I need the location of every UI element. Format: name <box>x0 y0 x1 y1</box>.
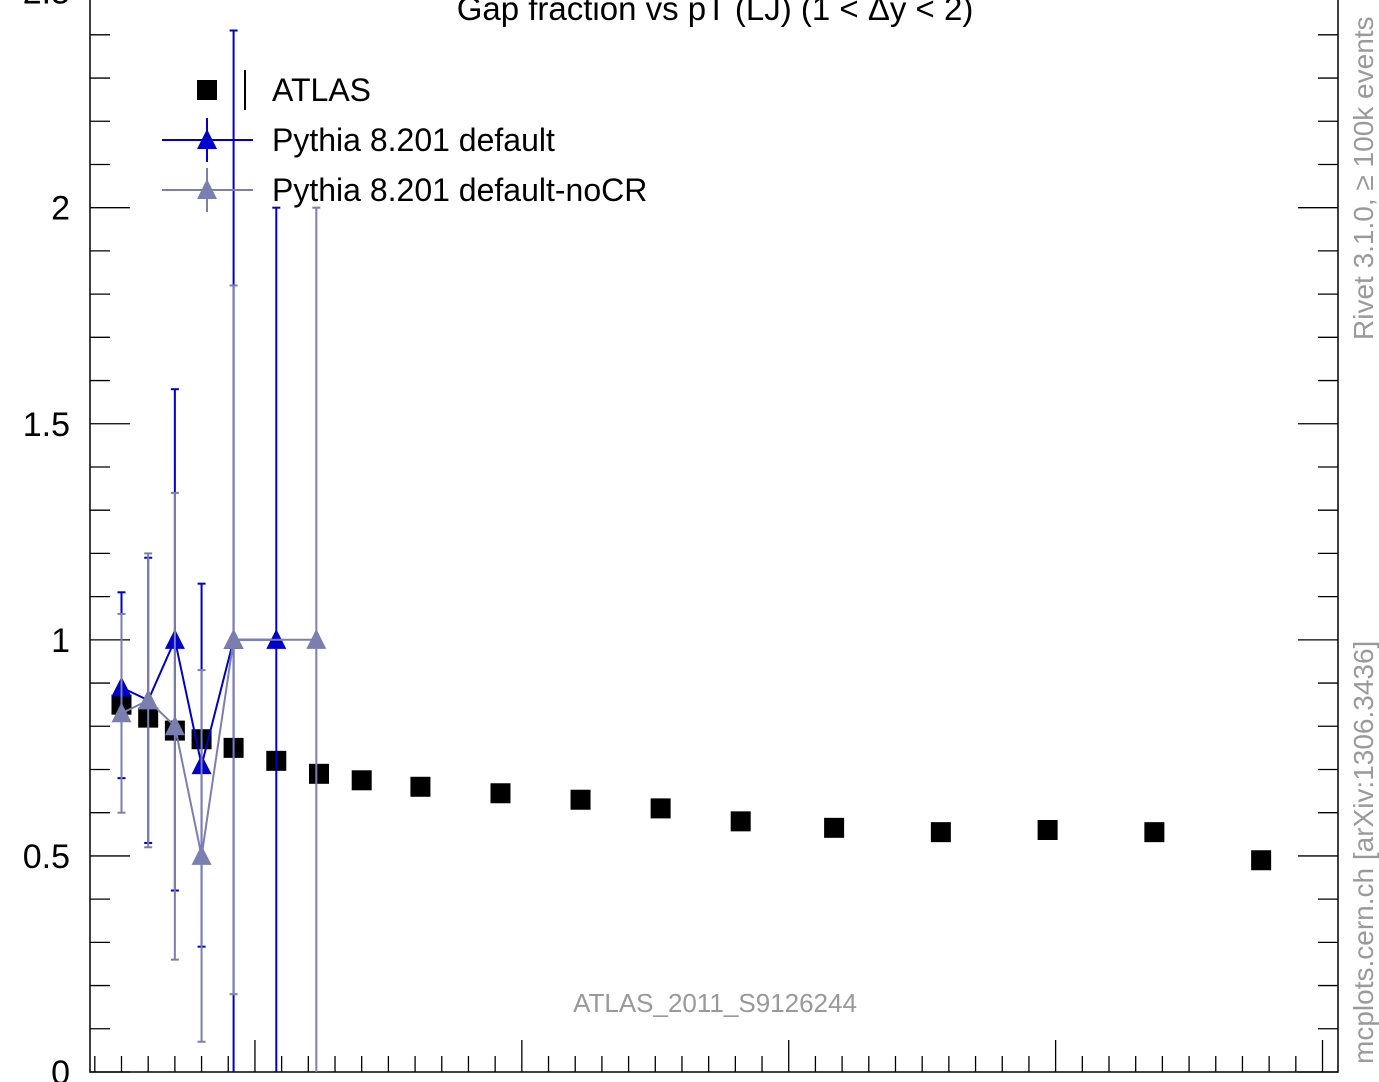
y-tick-label: 1 <box>51 622 70 660</box>
series-0 <box>111 694 1272 871</box>
data-point <box>111 702 132 723</box>
data-point <box>824 817 845 838</box>
legend-entry: ATLAS <box>197 72 371 108</box>
data-point <box>930 822 951 843</box>
legend-label: ATLAS <box>272 72 371 108</box>
series-1 <box>111 29 287 1072</box>
data-point <box>730 811 751 832</box>
y-tick-label: 2 <box>51 190 70 228</box>
side-label-mcplots: mcplots.cern.ch [arXiv:1306.3436] <box>1348 641 1379 1064</box>
y-tick-label: 1.5 <box>23 406 70 444</box>
data-point <box>650 798 671 819</box>
data-point <box>1037 819 1058 840</box>
axis-ticks: 0 0.5 1 1.5 2 2.5 <box>23 0 1338 1082</box>
data-point <box>164 715 185 736</box>
series-2 <box>111 206 327 1072</box>
data-point <box>570 789 591 810</box>
data-series <box>111 29 1272 1072</box>
legend-label: Pythia 8.201 default <box>272 122 555 158</box>
series-line <box>121 638 317 857</box>
y-tick-label: 0.5 <box>23 838 70 876</box>
data-point <box>490 783 511 804</box>
data-point <box>191 845 212 865</box>
data-point <box>306 629 327 649</box>
legend: ATLAS Pythia 8.201 default Pythia 8.201 de… <box>162 70 647 212</box>
analysis-watermark: ATLAS_2011_S9126244 <box>573 988 857 1018</box>
data-point <box>410 776 431 797</box>
legend-entry: Pythia 8.201 default <box>162 118 555 162</box>
legend-marker <box>197 179 217 199</box>
data-point <box>138 689 159 710</box>
chart-title: Gap fraction vs pT (LJ) (1 < Δy < 2) <box>457 0 974 27</box>
data-point <box>1144 822 1165 843</box>
data-point <box>308 763 329 784</box>
side-label-rivet: Rivet 3.1.0, ≥ 100k events <box>1348 16 1379 340</box>
data-point <box>223 629 244 649</box>
legend-marker <box>197 80 217 100</box>
plot-frame <box>89 0 1339 1073</box>
legend-marker <box>197 129 217 149</box>
plot-border <box>89 0 1339 1073</box>
data-point <box>351 770 372 791</box>
y-tick-label: 2.5 <box>23 0 70 12</box>
data-point <box>1251 850 1272 871</box>
y-tick-label: 0 <box>51 1054 70 1082</box>
legend-entry: Pythia 8.201 default-noCR <box>162 168 647 212</box>
legend-label: Pythia 8.201 default-noCR <box>272 172 647 208</box>
